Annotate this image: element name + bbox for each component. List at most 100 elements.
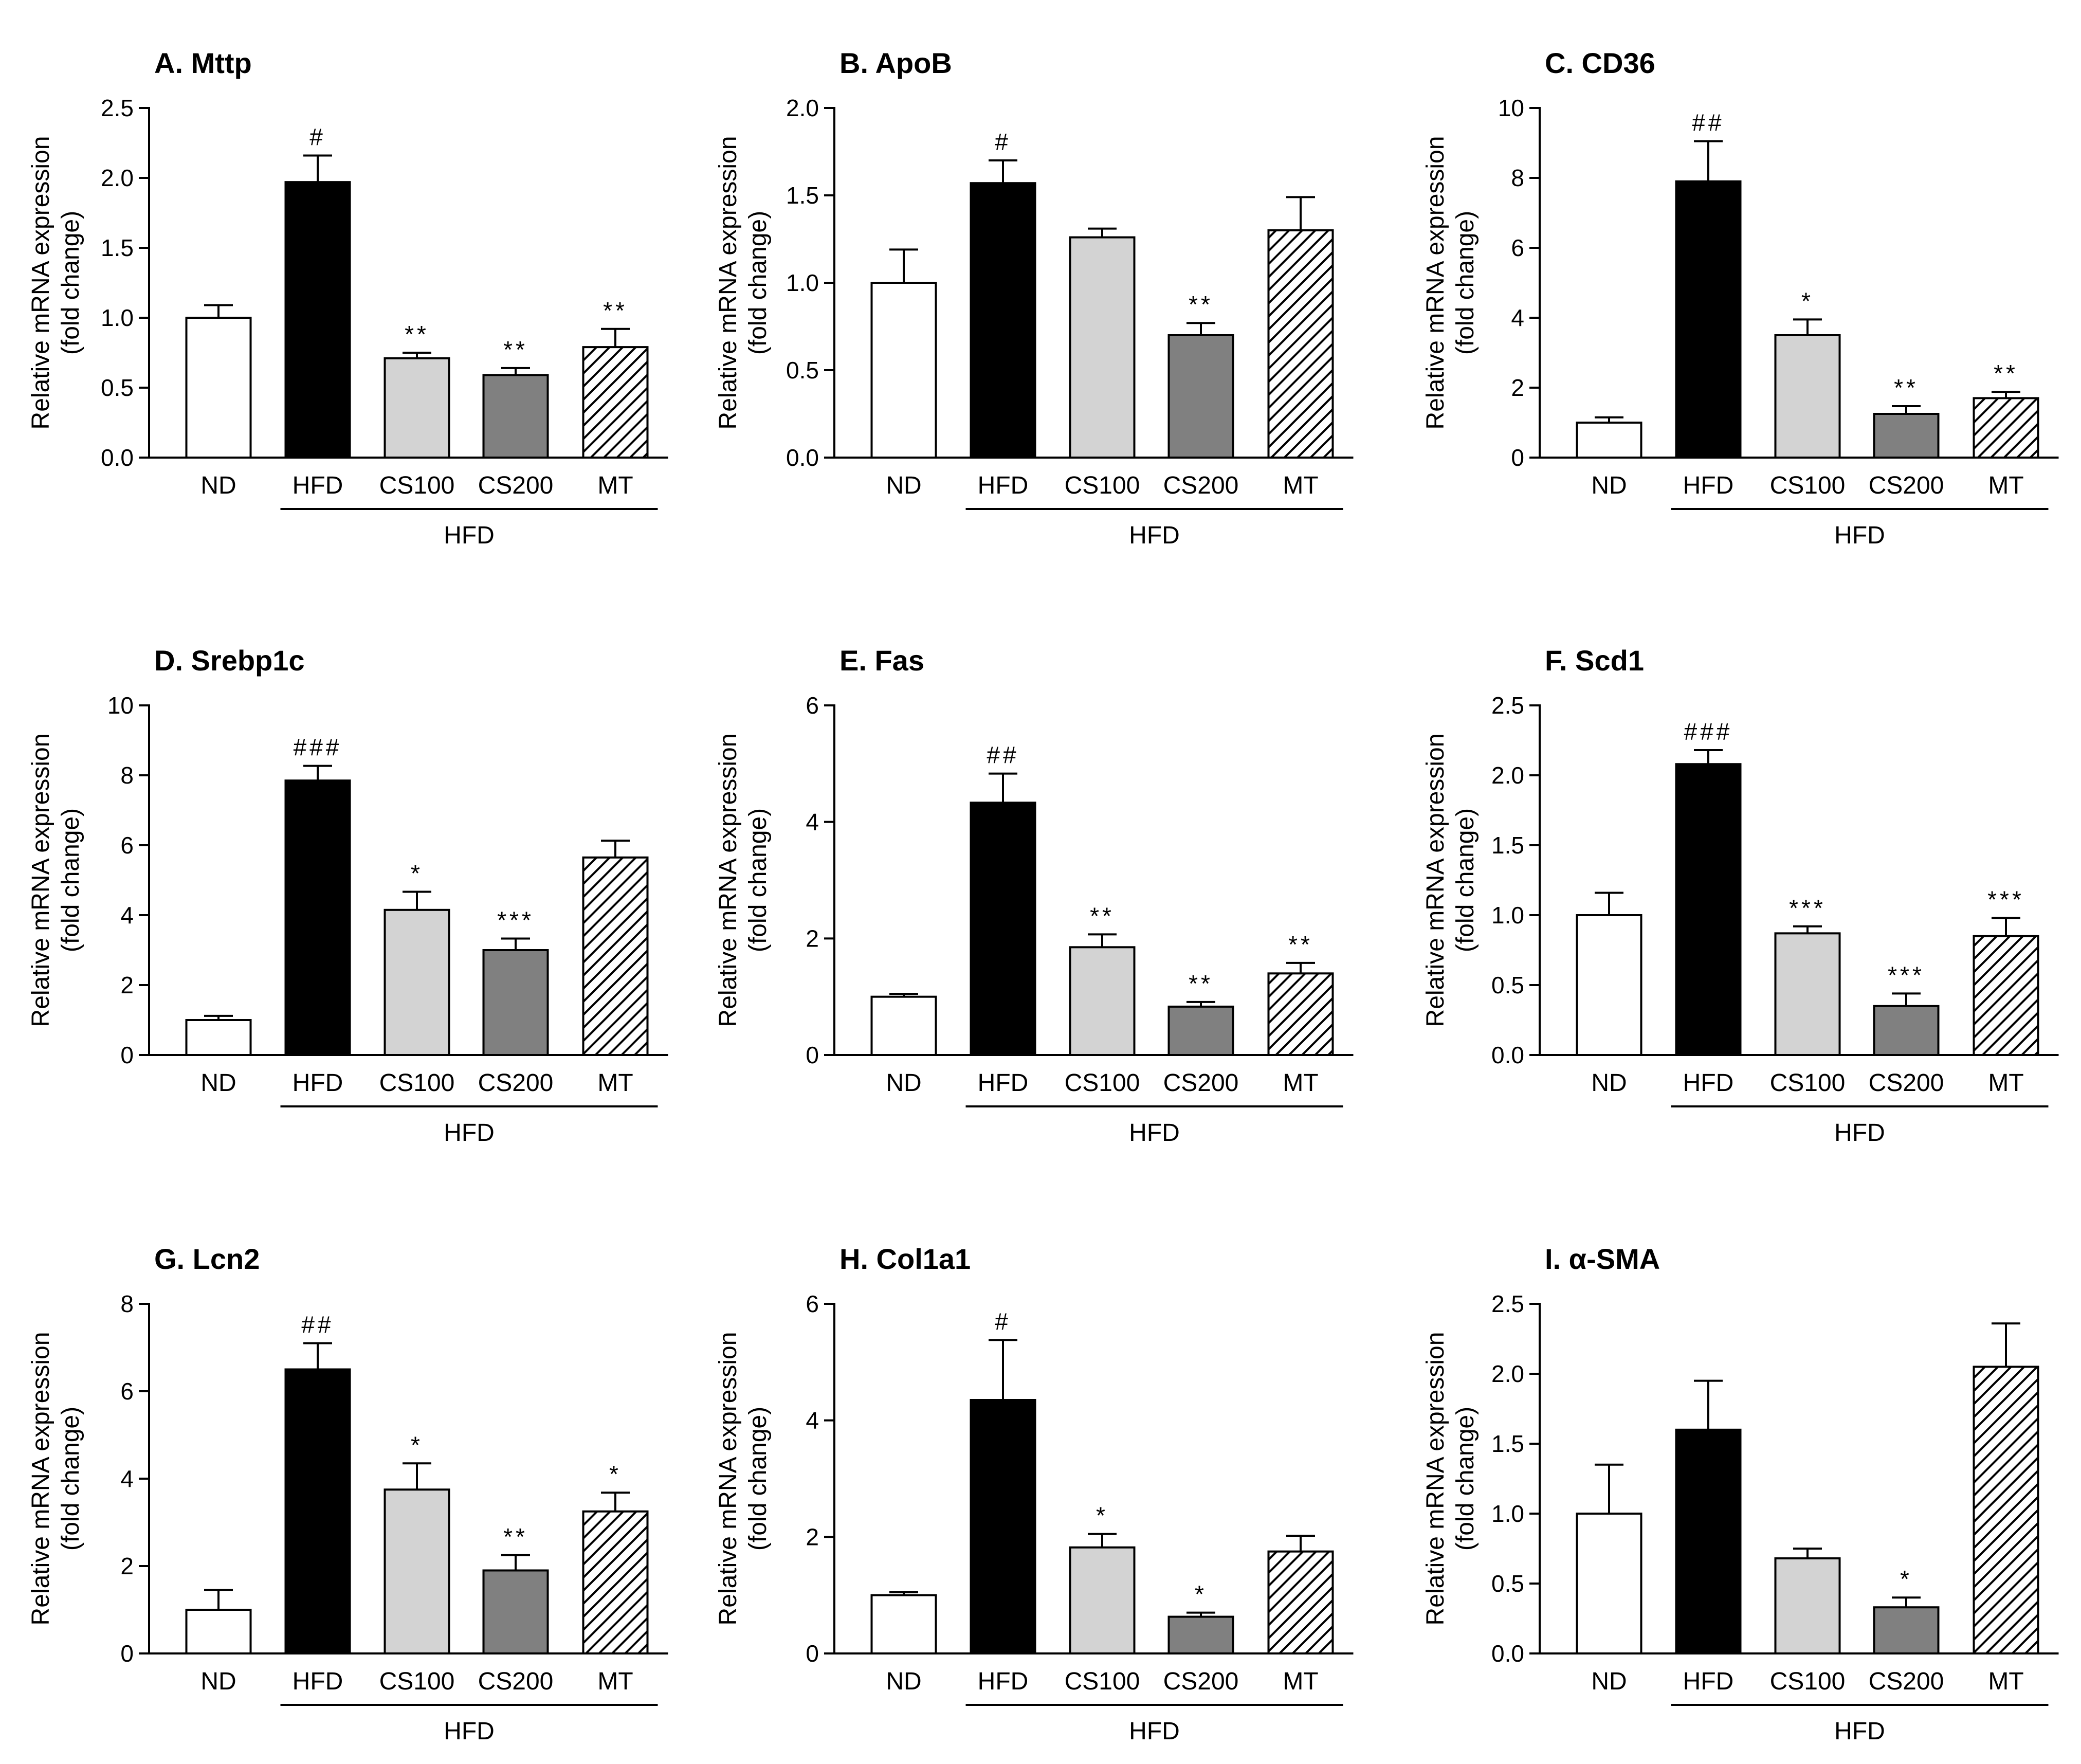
x-tick-label: CS200 [1869,1668,1944,1695]
y-tick-label: 4 [806,809,819,835]
x-tick-label: MT [1988,1668,2023,1695]
x-tick-label: CS200 [1163,1668,1239,1695]
y-tick-label: 1.0 [101,304,134,331]
y-axis-label-line1: Relative mRNA expression [27,734,54,1027]
chart-panel-d: D. Srebp1c Relative mRNA expression (fold … [27,644,668,1147]
y-tick-label: 8 [1511,165,1524,191]
y-tick-label: 0 [120,1042,134,1068]
y-tick-label: 4 [806,1407,819,1434]
group-label: HFD [444,1718,495,1745]
significance-mark: ** [1994,360,2018,387]
x-tick-label: ND [1591,1668,1627,1695]
y-tick-label: 4 [120,902,134,929]
y-axis-label-line1: Relative mRNA expression [715,734,742,1027]
chart-title: F. Scd1 [1545,644,1644,677]
chart-panel-b: B. ApoB Relative mRNA expression (fold cha… [715,47,1354,549]
bar-hfd [970,182,1036,459]
significance-mark: * [411,1431,423,1458]
y-axis-label-line2: (fold change) [744,808,772,952]
bar-mt [1973,935,2039,1057]
chart-title: D. Srebp1c [154,644,305,677]
significance-mark: ** [1189,970,1213,997]
significance-mark: ** [503,1523,528,1550]
y-axis-label-line2: (fold change) [744,1407,772,1551]
y-tick-label: 0 [1511,444,1524,471]
bar-nd [870,995,937,1056]
significance-mark: ** [1189,291,1213,318]
significance-mark: ## [301,1312,334,1338]
bar-nd [870,1594,937,1655]
y-tick-label: 6 [120,1378,134,1405]
chart-title: I. α-SMA [1545,1243,1660,1275]
significance-mark: # [309,123,326,150]
x-tick-label: CS100 [1065,472,1140,499]
y-axis-label-line1: Relative mRNA expression [27,136,54,430]
y-tick-label: 2.0 [101,165,134,191]
y-axis-label-line2: (fold change) [1452,808,1479,952]
x-tick-label: HFD [978,1069,1029,1097]
x-tick-label: CS100 [379,1069,455,1097]
y-tick-label: 2.0 [1491,1360,1524,1387]
y-axis-label: Relative mRNA expression (fold change) [1422,734,1479,1027]
x-tick-label: CS200 [1869,1069,1944,1097]
significance-mark: # [995,1308,1011,1335]
chart-panel-h: H. Col1a1 Relative mRNA expression (fold c… [715,1243,1354,1745]
chart-title: A. Mttp [154,47,252,79]
y-tick-label: 2.5 [1491,1290,1524,1317]
x-tick-label: CS200 [478,1668,554,1695]
bar-mt [582,1510,649,1654]
bar-cs200 [1167,334,1234,459]
chart-title: H. Col1a1 [839,1243,971,1275]
significance-mark: * [609,1461,622,1487]
y-tick-label: 2 [120,972,134,998]
x-tick-label: HFD [1683,1069,1734,1097]
significance-mark: * [411,860,423,886]
x-tick-label: CS100 [379,1668,455,1695]
significance-mark: ** [503,336,528,363]
y-tick-label: 6 [806,1290,819,1317]
y-tick-label: 2.0 [786,95,819,121]
y-tick-label: 0.5 [1491,972,1524,998]
bar-mt [582,346,649,459]
x-tick-label: CS100 [1770,1069,1846,1097]
y-tick-label: 4 [1511,304,1524,331]
bar-cs100 [384,908,450,1057]
bar-nd [185,317,252,459]
y-tick-label: 2 [120,1553,134,1579]
x-tick-label: ND [886,1069,921,1097]
chart-title: G. Lcn2 [154,1243,260,1275]
x-tick-label: HFD [293,1069,343,1097]
x-tick-label: ND [200,1069,236,1097]
bar-hfd [284,1368,351,1654]
y-axis-label: Relative mRNA expression (fold change) [1422,1332,1479,1626]
y-axis-label: Relative mRNA expression (fold change) [27,136,84,430]
x-tick-label: CS100 [1065,1668,1140,1695]
bar-nd [870,282,937,459]
y-axis-label-line2: (fold change) [744,211,772,355]
y-tick-label: 1.0 [786,269,819,296]
x-tick-label: HFD [293,472,343,499]
x-tick-label: HFD [293,1668,343,1695]
bar-hfd [1675,1428,1742,1655]
bar-cs100 [1774,334,1841,459]
y-tick-label: 1.5 [786,182,819,209]
bar-mt [1267,229,1334,459]
y-tick-label: 2.5 [101,95,134,121]
y-axis-label-line1: Relative mRNA expression [1422,136,1449,430]
bar-cs100 [1069,946,1136,1057]
x-tick-label: CS100 [1770,472,1846,499]
significance-mark: *** [497,907,534,934]
bar-mt [1267,1550,1334,1655]
significance-mark: ** [1894,374,1919,401]
chart-panel-g: G. Lcn2 Relative mRNA expression (fold cha… [27,1243,668,1745]
y-axis-label-line1: Relative mRNA expression [715,1332,742,1626]
bar-cs100 [384,1488,450,1654]
group-label: HFD [1834,1718,1885,1745]
y-axis-label: Relative mRNA expression (fold change) [27,734,84,1027]
y-tick-label: 2.5 [1491,692,1524,719]
y-axis-label: Relative mRNA expression (fold change) [1422,136,1479,430]
x-tick-label: CS200 [478,472,554,499]
bar-cs100 [1069,236,1136,459]
bar-nd [1576,914,1642,1056]
significance-mark: ### [294,734,342,761]
